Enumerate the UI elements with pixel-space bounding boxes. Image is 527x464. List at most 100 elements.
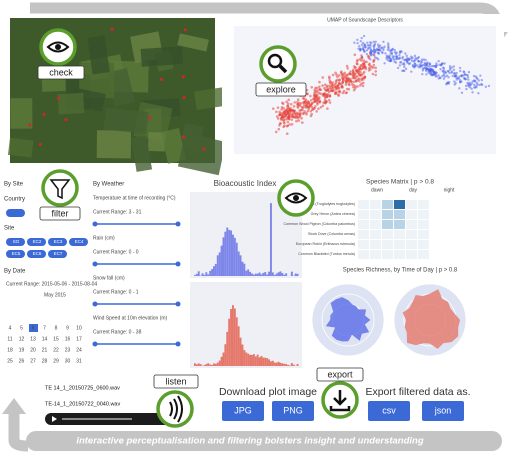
day[interactable]: 12 <box>19 336 25 342</box>
histogram-bar <box>213 266 215 276</box>
day[interactable]: 13 <box>30 336 36 342</box>
day[interactable]: 9 <box>66 325 69 331</box>
umap-point <box>356 42 359 45</box>
day[interactable]: 22 <box>53 347 59 353</box>
callout-label: export <box>327 369 353 379</box>
site-chip[interactable] <box>6 238 25 246</box>
slider-handle[interactable] <box>175 301 181 307</box>
day[interactable]: 5 <box>20 325 23 331</box>
day[interactable]: 17 <box>76 336 82 342</box>
site-marker[interactable] <box>160 78 164 82</box>
button-label[interactable]: json <box>434 405 452 415</box>
day[interactable]: 20 <box>30 347 36 353</box>
audio-file[interactable]: TE-14_1_20150722_0040.wav <box>45 401 120 407</box>
umap-point <box>326 84 329 88</box>
site-marker[interactable] <box>181 75 185 79</box>
site-chip[interactable] <box>27 250 46 258</box>
png-button[interactable] <box>272 401 314 421</box>
day[interactable]: 21 <box>42 347 48 353</box>
site-chip[interactable] <box>48 238 67 246</box>
day[interactable]: 24 <box>76 347 82 353</box>
day[interactable]: 4 <box>9 325 12 331</box>
site-chip[interactable] <box>6 250 25 258</box>
jpg-button[interactable] <box>222 401 264 421</box>
day[interactable]: 28 <box>42 358 48 364</box>
slider-handle[interactable] <box>92 261 98 267</box>
button-label[interactable]: JPG <box>234 405 252 415</box>
audio-progress[interactable] <box>62 418 132 420</box>
audio-file[interactable]: TE 14_1_20150725_0600.wav <box>45 385 120 391</box>
chip-label[interactable]: EC6 <box>33 251 42 256</box>
site-marker[interactable] <box>64 118 68 122</box>
site-marker[interactable] <box>42 112 46 116</box>
umap-point <box>326 107 329 110</box>
day[interactable]: 27 <box>30 358 36 364</box>
site-marker[interactable] <box>38 142 42 146</box>
histogram-bar <box>209 270 212 276</box>
site-marker[interactable] <box>57 96 61 100</box>
histogram-bar <box>287 364 289 366</box>
slider-handle[interactable] <box>92 221 98 227</box>
histogram-bar <box>197 271 200 276</box>
day[interactable]: 26 <box>19 358 25 364</box>
day[interactable]: 7 <box>43 325 46 331</box>
umap-point <box>286 120 290 124</box>
site-marker[interactable] <box>183 28 187 32</box>
day[interactable]: 25 <box>7 358 13 364</box>
day[interactable]: 11 <box>7 336 12 342</box>
umap-point <box>366 54 370 58</box>
play-icon[interactable] <box>52 416 57 422</box>
day[interactable]: 8 <box>55 325 58 331</box>
matrix-cell <box>406 200 417 209</box>
callout-circle <box>259 45 297 83</box>
chip-label[interactable]: EC7 <box>54 251 63 256</box>
day[interactable]: 10 <box>76 325 82 331</box>
site-chip[interactable] <box>48 250 67 258</box>
site-marker[interactable] <box>202 147 206 151</box>
site-marker[interactable] <box>182 96 186 100</box>
chip-label[interactable]: EC3 <box>54 239 63 244</box>
chip-label[interactable]: SO <box>13 239 20 244</box>
day[interactable]: 19 <box>19 347 25 353</box>
umap-point <box>328 101 332 104</box>
site-chip[interactable] <box>27 238 46 246</box>
umap-point <box>341 91 345 95</box>
eye-icon <box>46 41 70 53</box>
day[interactable]: 30 <box>65 358 71 364</box>
day[interactable]: 14 <box>42 336 48 342</box>
site-marker[interactable] <box>110 27 114 31</box>
site-marker[interactable] <box>28 123 32 127</box>
umap-point <box>410 59 414 62</box>
day[interactable]: 6 <box>32 325 35 331</box>
slider-handle[interactable] <box>175 261 181 267</box>
site-marker[interactable] <box>148 116 152 120</box>
chip[interactable] <box>6 209 25 217</box>
site-chip[interactable] <box>69 238 88 246</box>
json-button[interactable] <box>422 401 464 421</box>
day[interactable]: 23 <box>65 347 71 353</box>
umap-point <box>357 77 361 81</box>
site-marker[interactable] <box>181 135 185 139</box>
day[interactable]: 15 <box>53 336 59 342</box>
histogram-bar <box>226 227 229 276</box>
day[interactable]: 16 <box>65 336 71 342</box>
slider-handle[interactable] <box>175 221 181 227</box>
button-label[interactable]: csv <box>382 405 396 415</box>
chip-label[interactable]: EC5 <box>12 251 21 256</box>
histogram-bar <box>218 360 221 366</box>
slider-handle[interactable] <box>92 341 98 347</box>
csv-button[interactable] <box>368 401 410 421</box>
day[interactable]: 18 <box>7 347 13 353</box>
day-selected[interactable] <box>29 324 38 332</box>
slider-handle[interactable] <box>175 341 181 347</box>
day[interactable]: 29 <box>53 358 59 364</box>
day[interactable]: 31 <box>76 358 82 364</box>
umap-point <box>391 55 394 58</box>
slider-handle[interactable] <box>92 301 98 307</box>
chip-label[interactable]: EC4 <box>75 239 84 244</box>
chip-label[interactable]: EC2 <box>33 239 42 244</box>
callout-label-box <box>39 206 81 221</box>
umap-point <box>374 40 377 43</box>
button-label[interactable]: PNG <box>283 405 303 415</box>
umap-point <box>290 118 294 121</box>
